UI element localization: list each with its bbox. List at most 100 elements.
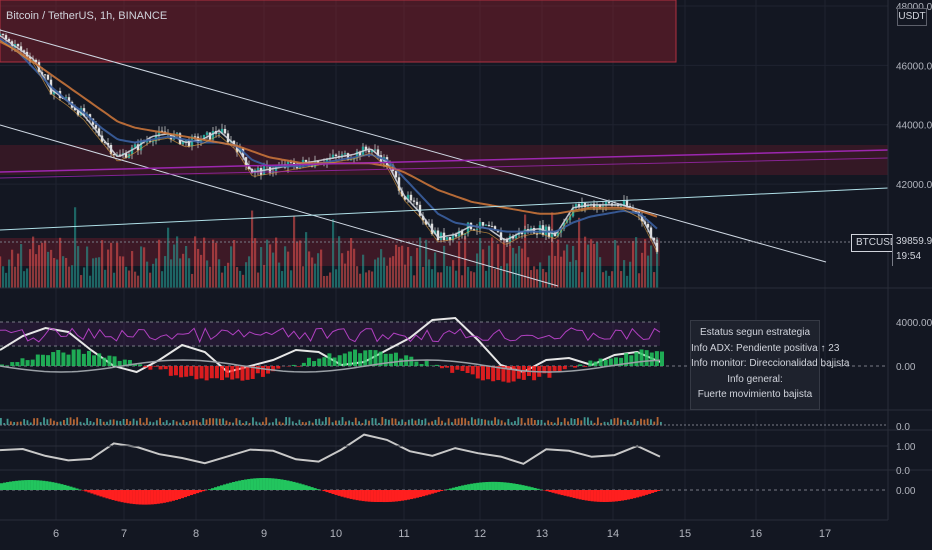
volume-bar xyxy=(272,252,275,288)
histogram-bar xyxy=(172,420,175,425)
osc-histogram-bar xyxy=(25,360,30,366)
volume-bar xyxy=(347,250,350,288)
candle xyxy=(34,59,38,63)
candle xyxy=(43,74,47,76)
candle xyxy=(499,232,503,241)
momentum-bar xyxy=(382,490,386,503)
momentum-bar xyxy=(467,484,471,490)
momentum-bar xyxy=(21,480,25,490)
momentum-bar xyxy=(569,490,573,498)
trendlines[interactable] xyxy=(0,29,889,287)
osc-histogram-bar xyxy=(76,349,81,366)
osc-histogram-bar xyxy=(619,357,624,366)
osc-histogram-bar xyxy=(46,355,51,366)
volume-bar xyxy=(275,237,278,288)
candle xyxy=(0,33,2,36)
histogram-bar xyxy=(421,419,424,425)
volume-bar xyxy=(647,255,650,288)
histogram-bar xyxy=(610,419,613,425)
currency-label[interactable]: USDT xyxy=(897,8,927,26)
momentum-bar xyxy=(623,490,628,501)
strategy-info-box[interactable]: Estatus segun estrategia Info ADX: Pendi… xyxy=(690,320,849,410)
histogram-bar xyxy=(139,418,142,425)
momentum-bar xyxy=(379,490,383,503)
candle xyxy=(457,230,461,237)
momentum-bar xyxy=(509,483,513,490)
candle xyxy=(97,128,101,136)
histogram-bar xyxy=(328,417,331,425)
histogram-bar xyxy=(427,422,430,425)
osc-histogram-bar xyxy=(271,366,276,372)
histogram-bar xyxy=(252,417,254,425)
osc-histogram-bar xyxy=(61,352,66,366)
volume-bar xyxy=(293,215,296,288)
histogram-bar xyxy=(334,420,337,425)
candle xyxy=(598,204,602,209)
volume-bar xyxy=(2,266,5,288)
momentum-bar xyxy=(524,485,528,490)
volume-bar xyxy=(248,256,251,288)
histogram-bar xyxy=(192,420,195,425)
volume-bar xyxy=(287,251,290,288)
volume-bar xyxy=(185,245,188,288)
histogram-bar xyxy=(341,417,344,425)
volume-bar xyxy=(401,245,404,288)
osc-histogram-bar xyxy=(532,366,537,381)
momentum-bar xyxy=(78,489,82,490)
volume-bar xyxy=(266,239,269,288)
osc-histogram-bar xyxy=(240,366,245,381)
candle xyxy=(124,153,128,158)
histogram-bar xyxy=(557,417,559,425)
momentum-bar xyxy=(449,488,453,490)
momentum-bar xyxy=(500,482,504,490)
volume-bar xyxy=(371,271,374,288)
momentum-bar xyxy=(186,490,191,497)
histogram-bar xyxy=(59,421,62,425)
histogram-bar xyxy=(275,418,278,425)
volume-bar xyxy=(230,246,233,288)
momentum-bar xyxy=(259,478,263,490)
volume-bar xyxy=(581,272,584,288)
volume-bar xyxy=(281,271,284,288)
moving-average-line xyxy=(0,34,658,248)
volume-bar xyxy=(158,239,161,288)
volume-bar xyxy=(314,263,317,288)
candle xyxy=(649,227,653,238)
candle xyxy=(136,144,140,151)
candle xyxy=(184,140,188,142)
volume-bar xyxy=(596,242,599,288)
candle xyxy=(376,149,380,156)
momentum-bar xyxy=(518,484,522,490)
osc-histogram-bar xyxy=(603,359,608,366)
histogram-bar xyxy=(587,417,589,425)
volume-bar xyxy=(557,239,560,288)
momentum-bar xyxy=(111,490,115,501)
momentum-bar xyxy=(554,490,558,494)
momentum-bar xyxy=(238,480,242,490)
volume-bar xyxy=(167,227,170,288)
candle xyxy=(151,141,155,143)
volume-bar xyxy=(467,266,470,288)
osc-histogram-bar xyxy=(332,357,337,366)
volume-bar xyxy=(305,232,308,288)
resistance-zones xyxy=(0,0,888,266)
volume-bar xyxy=(395,244,398,288)
histogram-bar xyxy=(444,422,447,425)
volume-bar xyxy=(65,257,68,288)
momentum-bar xyxy=(494,481,498,490)
histogram-bar xyxy=(384,418,387,425)
osc-histogram-bar xyxy=(583,366,588,367)
candle xyxy=(403,196,407,200)
momentum-bar xyxy=(0,483,4,490)
osc-histogram-bar xyxy=(230,366,235,380)
candle xyxy=(568,216,572,220)
momentum-bar xyxy=(608,490,612,502)
histogram-bar xyxy=(69,417,72,425)
histogram-bar xyxy=(338,420,341,425)
momentum-bar xyxy=(340,490,344,497)
osc-histogram-bar xyxy=(608,358,613,366)
osc-histogram-bar xyxy=(440,366,444,369)
histogram-bar xyxy=(96,418,98,425)
histogram-bar xyxy=(414,420,417,425)
